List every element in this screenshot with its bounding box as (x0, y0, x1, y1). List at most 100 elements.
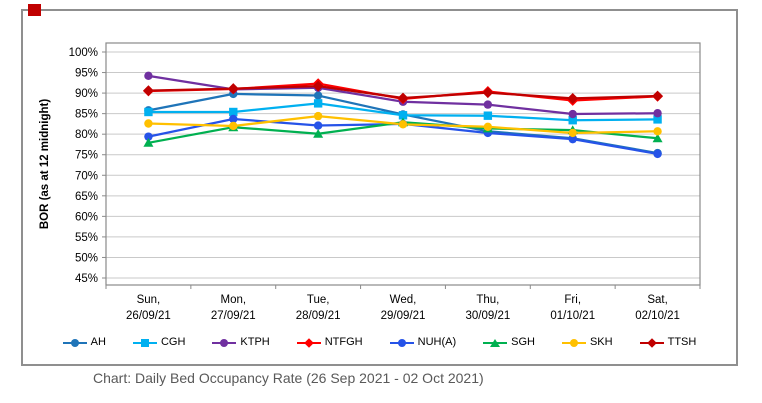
marker-SKH (144, 119, 153, 128)
y-tick-label: 55% (75, 232, 98, 244)
marker-TTSH (482, 87, 494, 99)
red-square-icon (28, 4, 41, 16)
marker-NUH(A) (568, 134, 577, 144)
marker-CGH (229, 107, 238, 117)
marker-TTSH (143, 85, 154, 97)
legend-label: TTSH (667, 336, 697, 348)
legend-label: SGH (511, 336, 535, 348)
marker-NUH(A) (229, 114, 238, 124)
y-axis-title: BOR (as at 12 midnight) (39, 99, 51, 230)
legend-marker-NUH(A) (397, 338, 406, 347)
x-tick-label: Fri, (564, 294, 581, 306)
legend-label: AH (90, 336, 106, 348)
chart-legend: AH CGH KTPH NTFGH NUH(A) SGH SKH TTSH (21, 337, 738, 348)
marker-AH (313, 91, 323, 100)
x-tick-label: 28/09/21 (296, 310, 341, 322)
marker-CGH (144, 107, 153, 117)
marker-CGH (483, 111, 493, 120)
legend-marker-CGH (140, 338, 149, 347)
marker-TTSH (567, 93, 579, 104)
x-tick-label: 29/09/21 (381, 310, 426, 322)
legend-label: NTFGH (324, 336, 363, 348)
marker-SGH (143, 138, 154, 147)
y-tick-label: 80% (75, 129, 98, 141)
legend-label: SKH (589, 336, 613, 348)
x-tick-label: Sun, (137, 294, 161, 306)
legend-label: NUH(A) (417, 336, 457, 348)
x-tick-label: Tue, (307, 294, 330, 306)
legend-item-KTPH: KTPH (212, 336, 270, 348)
legend-marker-SGH (490, 338, 501, 347)
marker-SKH (568, 128, 577, 138)
marker-NUH(A) (144, 132, 153, 141)
x-tick-label: Mon, (220, 294, 246, 306)
marker-SKH (653, 127, 662, 136)
legend-swatch-circle-icon (212, 338, 237, 348)
y-tick-label: 60% (75, 211, 98, 223)
marker-CGH (568, 116, 577, 125)
marker-KTPH (483, 100, 493, 109)
x-tick-label: Thu, (476, 294, 499, 306)
x-tick-label: 30/09/21 (465, 310, 510, 322)
legend-label: KTPH (240, 336, 270, 348)
legend-marker-SKH (569, 338, 578, 347)
legend-marker-AH (70, 338, 79, 347)
marker-TTSH (397, 92, 409, 104)
marker-SGH (652, 133, 663, 143)
marker-CGH (653, 115, 662, 124)
x-tick-label: Wed, (390, 294, 417, 306)
legend-swatch-diamond-icon (639, 337, 664, 348)
marker-SKH (313, 111, 323, 121)
legend-swatch-triangle-icon (483, 338, 508, 348)
legend-swatch-diamond-icon (296, 337, 321, 348)
x-tick-label: Sat, (647, 294, 667, 306)
marker-CGH (398, 111, 408, 120)
marker-SKH (483, 122, 493, 131)
y-tick-label: 65% (75, 191, 98, 203)
y-tick-label: 95% (75, 68, 98, 80)
marker-NUH(A) (313, 121, 323, 130)
legend-swatch-circle-icon (389, 338, 414, 348)
marker-CGH (313, 99, 323, 108)
x-tick-label: 27/09/21 (211, 310, 256, 322)
legend-item-TTSH: TTSH (639, 336, 697, 348)
legend-item-CGH: CGH (132, 336, 186, 348)
plot-frame (105, 42, 701, 286)
legend-swatch-circle-icon (62, 338, 87, 348)
legend-swatch-square-icon (132, 338, 157, 348)
marker-SKH (398, 120, 408, 129)
legend-item-AH: AH (62, 336, 106, 348)
y-tick-label: 85% (75, 109, 98, 121)
legend-item-SKH: SKH (561, 336, 613, 348)
marker-KTPH (568, 109, 577, 119)
y-tick-label: 90% (75, 88, 98, 100)
marker-KTPH (653, 109, 662, 118)
y-tick-label: 45% (75, 273, 98, 285)
marker-SGH (313, 128, 324, 138)
marker-NUH(A) (653, 149, 662, 159)
x-tick-label: 01/10/21 (550, 310, 595, 322)
y-tick-label: 75% (75, 150, 98, 162)
marker-TTSH (652, 90, 663, 102)
legend-label: CGH (160, 336, 186, 348)
x-tick-label: 26/09/21 (126, 310, 171, 322)
marker-KTPH (144, 71, 153, 81)
chart-caption: Chart: Daily Bed Occupancy Rate (26 Sep … (93, 370, 484, 386)
marker-TTSH (227, 83, 239, 94)
y-tick-label: 100% (69, 47, 98, 59)
marker-TTSH (312, 80, 324, 92)
legend-item-NUH(A): NUH(A) (389, 336, 457, 348)
legend-swatch-circle-icon (561, 338, 586, 348)
marker-SKH (229, 121, 238, 131)
legend-marker-TTSH (646, 337, 657, 348)
chart-border-box (21, 9, 738, 366)
x-tick-label: 02/10/21 (635, 310, 680, 322)
legend-marker-KTPH (220, 338, 229, 347)
y-tick-label: 70% (75, 170, 98, 182)
y-tick-label: 50% (75, 252, 98, 264)
legend-item-NTFGH: NTFGH (296, 336, 363, 348)
legend-marker-NTFGH (303, 337, 314, 348)
legend-item-SGH: SGH (483, 337, 535, 348)
